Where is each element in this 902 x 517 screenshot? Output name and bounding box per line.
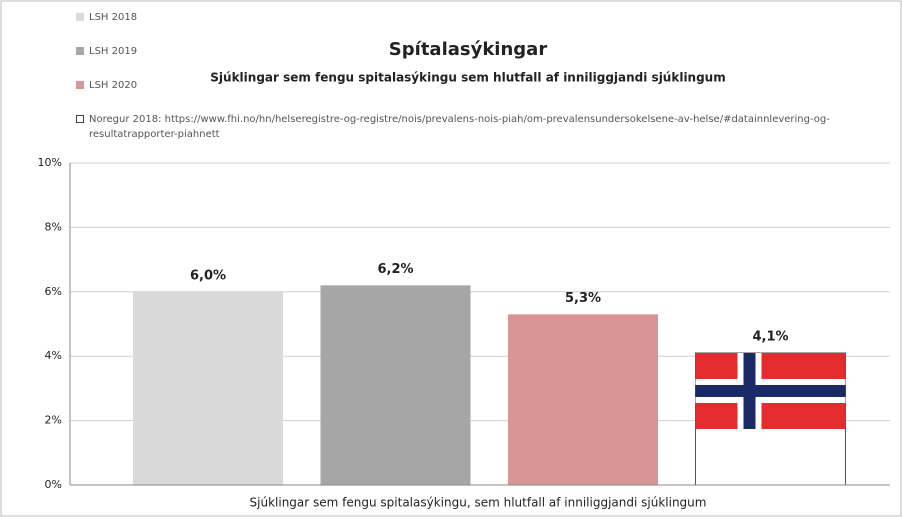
y-tick-label: 4% — [45, 349, 62, 362]
legend-label: LSH 2018 — [89, 12, 138, 23]
x-axis-label: Sjúklingar sem fengu spitalasýkingu, sem… — [250, 496, 707, 510]
y-tick-label: 6% — [45, 285, 62, 298]
legend-swatch — [76, 115, 84, 123]
legend-item: Noregur 2018: https://www.fhi.no/hn/hels… — [76, 112, 876, 146]
bar — [320, 285, 471, 485]
legend-label: LSH 2019 — [89, 46, 138, 57]
chart-title: Spítalasýkingar — [389, 39, 548, 60]
data-label: 6,0% — [190, 268, 226, 283]
legend-item: LSH 2020 — [76, 78, 876, 112]
y-tick-label: 10% — [38, 156, 62, 169]
data-label: 6,2% — [377, 262, 413, 277]
y-tick-label: 0% — [45, 478, 62, 491]
legend: LSH 2018 LSH 2019 LSH 2020 Noregur 2018: ht… — [76, 10, 876, 146]
chart-subtitle: Sjúklingar sem fengu spitalasýkingu sem … — [210, 71, 725, 85]
flag — [695, 352, 846, 429]
legend-label: Noregur 2018: https://www.fhi.no/hn/hels… — [89, 114, 830, 140]
bar — [508, 314, 658, 485]
y-tick-label: 2% — [45, 414, 62, 427]
legend-item: LSH 2018 — [76, 10, 876, 44]
data-label: 4,1% — [752, 329, 788, 344]
flag-blue-h — [695, 384, 846, 397]
legend-item: LSH 2019 — [76, 44, 876, 78]
legend-label: LSH 2020 — [89, 80, 138, 91]
legend-swatch — [76, 47, 84, 55]
data-label: 5,3% — [565, 291, 601, 306]
y-tick-label: 8% — [45, 220, 62, 233]
legend-swatch — [76, 13, 84, 21]
legend-swatch — [76, 81, 84, 89]
bar — [133, 291, 283, 485]
